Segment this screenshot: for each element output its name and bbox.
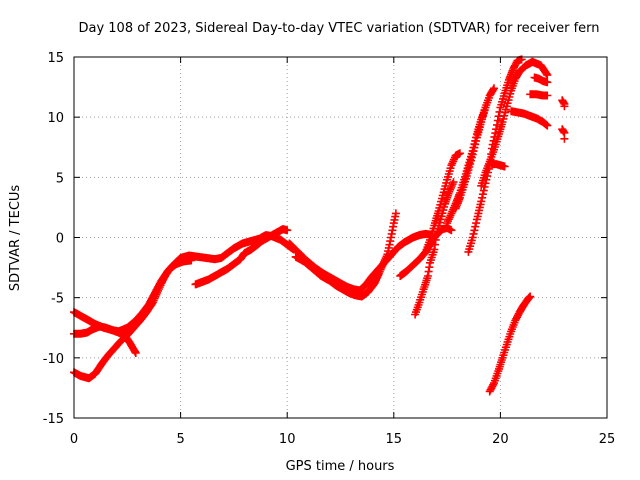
data-track	[558, 125, 569, 143]
data-track	[485, 292, 535, 396]
data-track	[507, 107, 552, 130]
data-track	[487, 160, 509, 171]
y-tick-label: 10	[47, 111, 64, 126]
x-tick-label: 20	[492, 432, 509, 447]
chart-title: Day 108 of 2023, Sidereal Day-to-day VTE…	[78, 21, 599, 36]
x-tick-label: 25	[599, 432, 616, 447]
data-track	[70, 231, 298, 336]
x-tick-label: 5	[176, 432, 184, 447]
grid-lines	[74, 57, 607, 418]
y-tick-label: 15	[47, 51, 64, 66]
data-track	[421, 149, 464, 256]
y-tick-label: -5	[51, 292, 64, 307]
data-track	[526, 90, 552, 100]
x-axis-label: GPS time / hours	[286, 459, 395, 474]
data-track	[291, 209, 400, 301]
x-tick-label: 10	[279, 432, 296, 447]
data-track	[411, 178, 458, 319]
y-axis-label: SDTVAR / TECUs	[8, 185, 23, 292]
x-tick-label: 15	[386, 432, 403, 447]
data-track	[451, 84, 498, 213]
axis-ticks: 0 5 10 15 20 25 -15 -10 -5 0 5 10 15	[43, 51, 616, 447]
data-track	[530, 73, 552, 87]
data-track	[191, 225, 292, 289]
x-tick-label: 0	[70, 432, 78, 447]
y-tick-label: -10	[43, 352, 64, 367]
y-tick-label: 5	[56, 171, 64, 186]
y-tick-label: 0	[56, 232, 64, 247]
data-track	[558, 96, 569, 111]
data-points	[70, 55, 569, 396]
y-tick-label: -15	[43, 412, 64, 427]
